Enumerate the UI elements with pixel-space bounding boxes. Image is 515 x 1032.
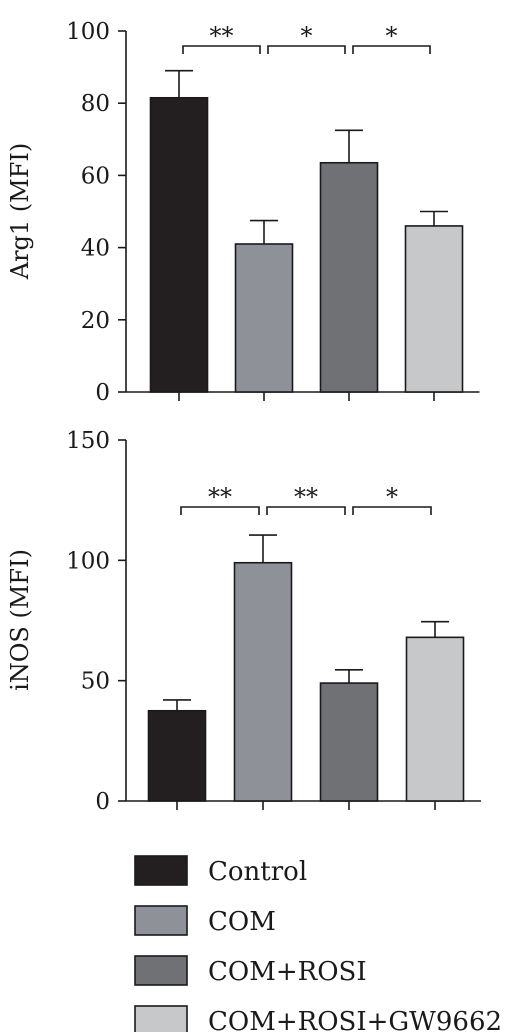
significance-bracket xyxy=(352,45,431,54)
legend-label: COM+ROSI xyxy=(208,957,367,987)
y-tick-label: 20 xyxy=(81,308,110,334)
significance-bracket xyxy=(180,506,260,515)
y-tick-label: 50 xyxy=(81,669,110,695)
bar xyxy=(404,225,464,393)
y-tick-label: 100 xyxy=(66,548,110,574)
y-tick-label: 100 xyxy=(66,19,110,45)
legend-label: COM xyxy=(208,907,276,937)
legend: Control COM COM+ROSI COM+ROSI+GW9662 xyxy=(134,855,502,1032)
bar xyxy=(233,561,293,802)
legend-swatch xyxy=(134,855,188,886)
bar xyxy=(405,636,465,802)
y-axis-title: iNOS (MFI) xyxy=(6,549,34,691)
legend-swatch xyxy=(134,1005,188,1032)
significance-bracket xyxy=(182,45,261,54)
y-tick-label: 150 xyxy=(66,428,110,454)
y-axis-title: Arg1 (MFI) xyxy=(6,143,34,281)
significance-label: * xyxy=(301,22,313,50)
y-tick-label: 60 xyxy=(81,163,110,189)
y-tick-label: 40 xyxy=(81,236,110,262)
legend-label: Control xyxy=(208,857,307,887)
y-tick-label: 0 xyxy=(95,380,110,406)
significance-bracket xyxy=(267,45,346,54)
bar xyxy=(319,161,379,393)
bar xyxy=(149,96,209,393)
significance-bracket xyxy=(352,506,432,515)
legend-label: COM+ROSI+GW9662 xyxy=(208,1007,502,1032)
y-tick-label: 80 xyxy=(81,91,110,117)
bar xyxy=(319,682,379,802)
significance-label: ** xyxy=(294,483,318,511)
legend-swatch xyxy=(134,905,188,936)
significance-label: * xyxy=(386,483,398,511)
significance-bracket xyxy=(266,506,346,515)
significance-label: ** xyxy=(210,22,234,50)
significance-label: ** xyxy=(208,483,232,511)
bar xyxy=(234,243,294,393)
bar xyxy=(147,709,207,802)
legend-swatch xyxy=(134,955,188,986)
y-tick-label: 0 xyxy=(95,789,110,815)
significance-label: * xyxy=(386,22,398,50)
